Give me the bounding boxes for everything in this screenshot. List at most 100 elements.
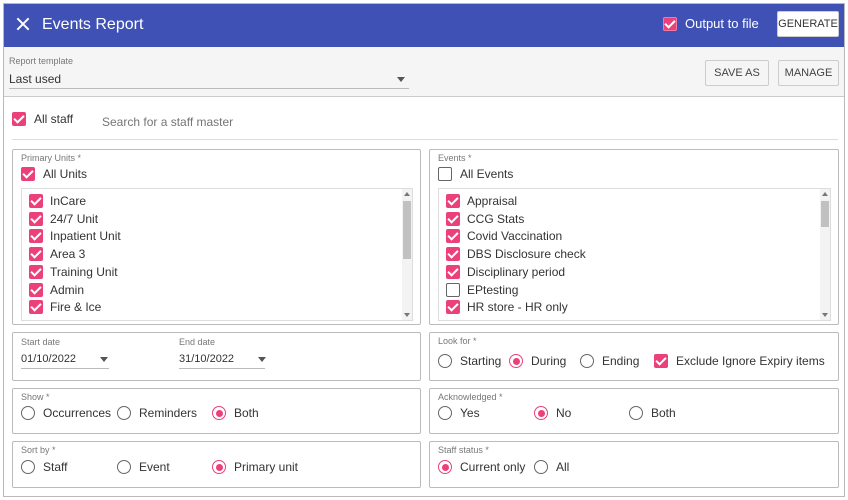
show-option-both[interactable]: Both (212, 406, 259, 420)
event-item[interactable]: HR store - HR only (446, 300, 568, 315)
look-for-option-during[interactable]: During (509, 354, 566, 368)
show-radio-both[interactable] (212, 406, 226, 420)
event-item-checkbox[interactable] (446, 300, 460, 315)
show-radio-occurrences[interactable] (21, 406, 35, 420)
event-item-checkbox[interactable] (446, 229, 460, 244)
event-item-checkbox[interactable] (446, 264, 460, 279)
event-item[interactable]: EPtesting (446, 282, 518, 297)
sort-by-radio-primary-unit[interactable] (212, 460, 226, 474)
report-template-underline (9, 88, 409, 89)
staff-status-option-all[interactable]: All (534, 460, 569, 474)
sort-by-panel: Sort by * Staff Event Primary unit (12, 441, 421, 488)
output-to-file-checkbox[interactable] (663, 16, 677, 31)
unit-item-label: Area 3 (50, 247, 86, 262)
event-item[interactable]: DBS Disclosure check (446, 247, 586, 262)
all-events-checkbox[interactable] (438, 167, 452, 181)
staff-status-radio-all[interactable] (534, 460, 548, 474)
acknowledged-radio-yes[interactable] (438, 406, 452, 420)
show-option-occurrences[interactable]: Occurrences (21, 406, 111, 420)
scroll-down-icon[interactable] (822, 313, 828, 317)
scroll-up-icon[interactable] (822, 192, 828, 196)
primary-units-label: Primary Units * (21, 153, 82, 163)
events-scrollbar[interactable] (820, 189, 830, 320)
unit-item[interactable]: Area 3 (29, 247, 86, 262)
unit-item-checkbox[interactable] (29, 211, 43, 226)
unit-item-label: Admin (50, 282, 85, 297)
unit-item-checkbox[interactable] (29, 282, 43, 297)
show-radio-reminders[interactable] (117, 406, 131, 420)
unit-item[interactable]: Admin (29, 282, 85, 297)
show-panel: Show * Occurrences Reminders Both (12, 388, 421, 434)
acknowledged-radio-both[interactable] (629, 406, 643, 420)
unit-item-checkbox[interactable] (29, 264, 43, 279)
end-date-input[interactable]: 31/10/2022 (179, 353, 235, 365)
start-date-input[interactable]: 01/10/2022 (21, 353, 77, 365)
event-item-checkbox[interactable] (446, 211, 460, 226)
look-for-option-ending[interactable]: Ending (580, 354, 639, 368)
staff-status-option-current-only[interactable]: Current only (438, 460, 525, 474)
event-item-checkbox[interactable] (446, 247, 460, 262)
look-for-radio-during[interactable] (509, 354, 523, 368)
unit-item-checkbox[interactable] (29, 194, 43, 208)
sort-by-radio-event[interactable] (117, 460, 131, 474)
unit-item[interactable]: 24/7 Unit (29, 211, 98, 226)
all-staff-option[interactable]: All staff (12, 112, 73, 126)
look-for-radio-starting[interactable] (438, 354, 452, 368)
units-scroll-thumb[interactable] (403, 201, 411, 259)
unit-item-label: Training Unit (50, 264, 118, 279)
staff-master-search-input[interactable] (102, 115, 302, 129)
unit-item-checkbox[interactable] (29, 300, 43, 315)
acknowledged-label-yes: Yes (460, 406, 480, 420)
unit-item[interactable]: Fire & Ice (29, 300, 101, 315)
sort-by-option-event[interactable]: Event (117, 460, 170, 474)
event-item-checkbox[interactable] (446, 282, 460, 297)
sort-by-option-staff[interactable]: Staff (21, 460, 67, 474)
divider (12, 139, 838, 140)
save-as-button[interactable]: SAVE AS (705, 60, 769, 86)
unit-item[interactable]: InCare (29, 194, 86, 208)
event-item[interactable]: Disciplinary period (446, 264, 565, 279)
look-for-label: Look for * (438, 336, 477, 346)
unit-item[interactable]: Inpatient Unit (29, 229, 121, 244)
exclude-ignore-expiry-option[interactable]: Exclude Ignore Expiry items (654, 354, 825, 368)
output-to-file-option[interactable]: Output to file (663, 16, 759, 31)
primary-units-list: InCare 24/7 Unit Inpatient Unit Area 3 Train… (21, 188, 413, 321)
look-for-radio-ending[interactable] (580, 354, 594, 368)
all-units-option[interactable]: All Units (21, 167, 87, 181)
output-to-file-label: Output to file (685, 16, 759, 31)
acknowledged-option-no[interactable]: No (534, 406, 571, 420)
chevron-down-icon[interactable] (100, 357, 108, 362)
event-item-label: Covid Vaccination (467, 229, 563, 244)
units-scrollbar[interactable] (402, 189, 412, 320)
staff-status-label-all: All (556, 460, 570, 474)
look-for-option-starting[interactable]: Starting (438, 354, 501, 368)
acknowledged-radio-no[interactable] (534, 406, 548, 420)
exclude-ignore-expiry-checkbox[interactable] (654, 354, 668, 368)
unit-item-checkbox[interactable] (29, 247, 43, 262)
event-item[interactable]: Covid Vaccination (446, 229, 563, 244)
event-item[interactable]: CCG Stats (446, 211, 524, 226)
unit-item[interactable]: Training Unit (29, 264, 118, 279)
manage-button[interactable]: MANAGE (778, 60, 839, 86)
events-scroll-thumb[interactable] (821, 201, 829, 227)
all-units-checkbox[interactable] (21, 167, 35, 181)
all-staff-checkbox[interactable] (12, 112, 26, 126)
all-units-label: All Units (43, 167, 88, 181)
unit-item-checkbox[interactable] (29, 229, 43, 244)
acknowledged-option-both[interactable]: Both (629, 406, 676, 420)
sort-by-radio-staff[interactable] (21, 460, 35, 474)
close-icon[interactable] (15, 16, 31, 32)
report-template-select[interactable]: Last used (9, 72, 62, 86)
scroll-up-icon[interactable] (404, 192, 410, 196)
show-option-reminders[interactable]: Reminders (117, 406, 197, 420)
event-item-checkbox[interactable] (446, 194, 460, 208)
acknowledged-option-yes[interactable]: Yes (438, 406, 480, 420)
generate-button[interactable]: GENERATE (777, 11, 839, 37)
scroll-down-icon[interactable] (404, 313, 410, 317)
chevron-down-icon[interactable] (397, 77, 405, 82)
staff-status-radio-current-only[interactable] (438, 460, 452, 474)
all-events-option[interactable]: All Events (438, 167, 513, 181)
event-item[interactable]: Appraisal (446, 194, 517, 208)
sort-by-option-primary-unit[interactable]: Primary unit (212, 460, 298, 474)
chevron-down-icon[interactable] (258, 357, 266, 362)
